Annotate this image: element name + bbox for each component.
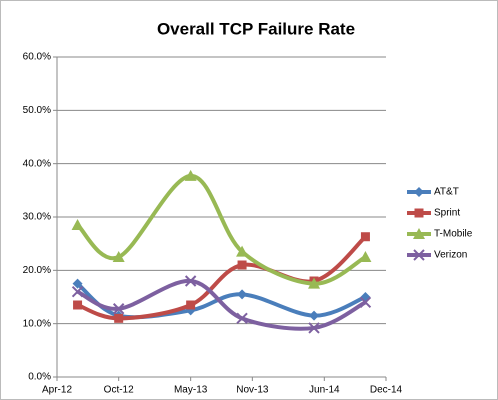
data-point (71, 219, 84, 230)
x-tick-label: Apr-12 (42, 385, 72, 396)
data-point (114, 313, 124, 323)
data-point (309, 310, 320, 321)
data-point (184, 275, 197, 287)
y-tick-label: 10.0% (23, 318, 51, 329)
data-point (72, 278, 83, 289)
data-point (359, 296, 372, 309)
data-point (236, 245, 249, 257)
chart-title: Overall TCP Failure Rate (157, 19, 355, 38)
y-tick-label: 20.0% (23, 265, 51, 276)
legend-label: Verizon (434, 250, 467, 261)
legend-marker (414, 208, 424, 218)
legend-label: AT&T (434, 187, 459, 198)
x-tick-label: Dec-14 (370, 385, 403, 396)
data-point (73, 300, 83, 310)
data-point (112, 303, 125, 315)
x-tick-label: May-13 (174, 385, 208, 396)
y-tick-label: 30.0% (23, 212, 51, 223)
y-tick-label: 50.0% (23, 105, 51, 116)
data-point (360, 232, 370, 242)
data-point (237, 289, 248, 300)
data-point (71, 285, 84, 298)
legend-marker (413, 249, 425, 261)
data-point (308, 277, 321, 289)
data-point (359, 251, 372, 262)
legend-marker (414, 187, 424, 197)
y-tick-label: 40.0% (23, 158, 51, 169)
data-point (112, 251, 125, 262)
data-point (236, 312, 248, 325)
data-point (186, 300, 196, 310)
legend-label: Sprint (434, 208, 460, 219)
data-point (184, 169, 197, 181)
x-tick-label: Nov-13 (236, 385, 269, 396)
legend-marker (413, 228, 425, 239)
data-point (308, 322, 320, 334)
x-tick-label: Oct-12 (104, 385, 134, 396)
y-tick-label: 60.0% (23, 52, 51, 63)
data-point (237, 260, 247, 270)
x-tick-label: Jun-14 (309, 385, 340, 396)
legend-label: T-Mobile (434, 229, 473, 240)
y-tick-label: 0.0% (28, 372, 51, 383)
